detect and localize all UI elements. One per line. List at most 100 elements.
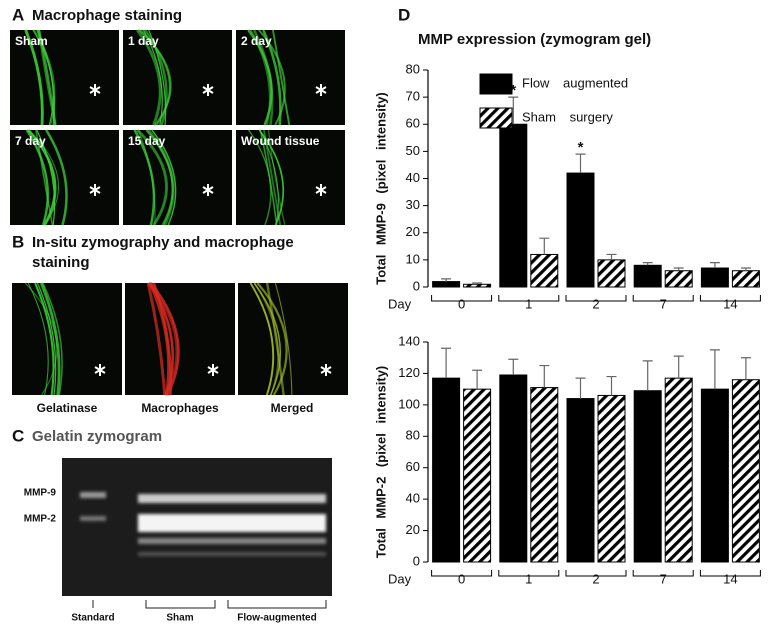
micrograph-row [12, 282, 348, 396]
error-bar [575, 153, 586, 174]
y-tick-label: 140 [398, 333, 420, 348]
tissue-fiber [38, 29, 57, 126]
x-tick-label: 7 [660, 296, 667, 311]
tissue-fiber [42, 282, 63, 396]
category-bracket [498, 295, 560, 302]
error-bar [673, 355, 684, 379]
tile-label: Wound tissue [241, 134, 320, 148]
error-bar [575, 377, 586, 399]
band-label: MMP-9 [24, 488, 57, 499]
x-tick-label: 2 [592, 571, 599, 586]
tile-label: 7 day [15, 134, 46, 148]
tissue-fiber [258, 129, 285, 226]
significance-marker: * [510, 82, 516, 99]
y-tick-label: 40 [406, 170, 420, 185]
y-tick-label: 60 [406, 459, 420, 474]
category-bracket [699, 570, 761, 577]
panel-label: C [12, 426, 24, 445]
lane-bracket [92, 600, 327, 609]
error-bar [472, 282, 483, 285]
y-tick-label: 100 [398, 396, 420, 411]
error-bar [508, 358, 519, 375]
category-bracket [632, 570, 694, 577]
tissue-fiber [148, 282, 170, 396]
error-bar [606, 253, 617, 260]
category-bracket [498, 570, 560, 577]
micrograph [123, 30, 232, 125]
tissue-fiber [36, 282, 57, 396]
tissue-fiber [45, 129, 68, 226]
panel-label: D [398, 5, 410, 24]
bar [633, 390, 662, 563]
panel-title: staining [32, 254, 90, 271]
lumen-marker [202, 184, 214, 196]
lumen-marker [89, 84, 101, 96]
lane-label: Flow-augmented [237, 613, 316, 624]
y-axis-label: Total MMP-2 (pixel intensity) [373, 366, 388, 559]
bar [463, 388, 492, 563]
error-bar [441, 278, 452, 282]
bar [731, 270, 760, 288]
tissue-fiber [272, 29, 291, 126]
bar [731, 379, 760, 563]
error-bar [709, 349, 720, 390]
error-bar [740, 357, 751, 380]
micrograph [12, 283, 122, 395]
bar [700, 267, 729, 288]
tissue-fiber [150, 282, 180, 396]
tissue-fiber [136, 129, 168, 226]
category-bracket [699, 295, 761, 302]
band-label: MMP-2 [24, 514, 57, 525]
gel-image [62, 458, 332, 596]
micrograph [238, 283, 348, 395]
category-bracket [431, 570, 493, 577]
error-bar [642, 360, 653, 391]
panel-title: Macrophage staining [32, 7, 182, 24]
panel-title: In-situ zymography and macrophage [32, 234, 294, 251]
bar [633, 264, 662, 288]
tissue-fiber [142, 29, 163, 126]
x-tick-label: 2 [592, 296, 599, 311]
panel-title: Gelatin zymogram [32, 428, 162, 445]
lumen-marker [94, 364, 106, 376]
tissue-fiber [27, 129, 57, 226]
lane-label: Sham [166, 613, 193, 624]
x-tick-label: 0 [458, 296, 465, 311]
error-bar [673, 267, 684, 271]
bar [597, 259, 626, 288]
tissue-fiber [27, 282, 49, 396]
error-bar [606, 375, 617, 396]
y-tick-label: 20 [406, 224, 420, 239]
bar [664, 377, 693, 563]
category-bracket [565, 295, 627, 302]
tissue-fiber [258, 29, 286, 126]
error-bar [472, 369, 483, 390]
error-bar [539, 237, 550, 255]
y-tick-label: 120 [398, 365, 420, 380]
tissue-fiber [39, 282, 61, 396]
error-bar [740, 267, 751, 271]
micrograph [236, 30, 345, 125]
tissue-fiber [146, 282, 167, 396]
micrograph [236, 130, 345, 225]
y-tick-label: 50 [406, 143, 420, 158]
micrograph-grid: Sham 1 day 2 day 7 day 15 day Wound tissue [10, 29, 345, 226]
tissue-fiber [25, 129, 49, 226]
y-tick-label: 40 [406, 491, 420, 506]
tissue-fiber [34, 282, 55, 396]
x-axis-label: Day [388, 296, 412, 311]
tissue-fiber [147, 129, 175, 226]
x-tick-label: 14 [723, 571, 737, 586]
tissue-fiber [249, 282, 275, 396]
legend-label: Flow augmented [522, 75, 628, 90]
x-tick-label: 14 [723, 296, 737, 311]
tissue-fiber [24, 29, 44, 126]
x-tick-label: 0 [458, 571, 465, 586]
x-axis-label: Day [388, 571, 412, 586]
y-tick-label: 60 [406, 116, 420, 131]
tissue-fiber [144, 29, 168, 126]
category-bracket [632, 295, 694, 302]
tissue-fiber [148, 29, 167, 126]
tile-label: 15 day [128, 134, 166, 148]
